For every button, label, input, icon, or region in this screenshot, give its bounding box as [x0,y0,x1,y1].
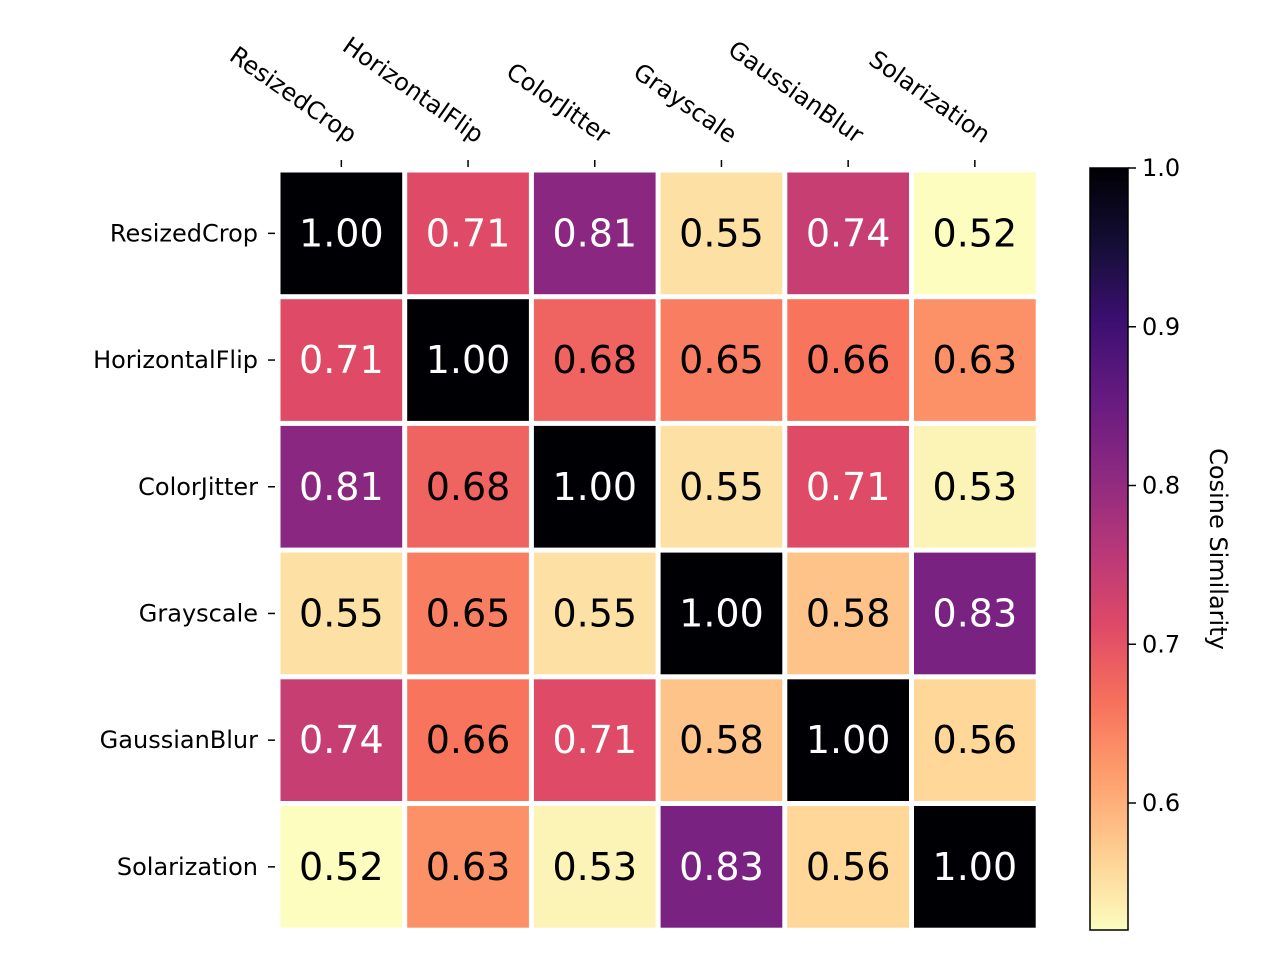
heatmap-cell-r5-c4 [787,806,909,928]
heatmap-cell-r3-c4 [787,552,909,675]
cell-value-r5-c3: 0.83 [679,845,764,889]
heatmap-cell-r4-c5 [914,679,1036,801]
heatmap-cells [280,172,1036,928]
heatmap-cell-r1-c4 [787,299,909,421]
heatmap-cell-r0-c2 [533,172,656,295]
cell-value-r0-c4: 0.74 [806,211,891,255]
heatmap-cell-r1-c2 [533,299,656,421]
heatmap-cell-r4-c1 [407,679,529,801]
cell-value-r2-c3: 0.55 [679,465,764,509]
colorbar-tick-label-3: 0.9 [1142,313,1180,341]
cell-value-r0-c3: 0.55 [679,211,764,255]
heatmap-cell-r2-c4 [787,425,909,548]
heatmap-cell-r4-c0 [280,679,403,801]
colorbar-gradient [1089,167,1129,931]
cell-value-r4-c5: 0.56 [933,718,1018,762]
heatmap-cell-r2-c3 [660,425,783,548]
cell-value-r2-c2: 1.00 [552,465,637,509]
heatmap-cell-r2-c0 [280,425,403,548]
heatmap-cell-r5-c5 [914,806,1036,928]
heatmap-cell-r0-c4 [787,172,909,295]
heatmap-cell-r1-c5 [914,299,1036,421]
cell-value-r1-c5: 0.63 [933,338,1018,382]
cell-value-r1-c3: 0.65 [679,338,764,382]
cell-value-r2-c5: 0.53 [933,465,1018,509]
colorbar-label: Cosine Similarity [1204,448,1232,650]
cell-value-r3-c5: 0.83 [933,591,1018,635]
heatmap-cell-r2-c5 [914,425,1036,548]
heatmap-cell-r5-c1 [407,806,529,928]
cell-value-r3-c3: 1.00 [679,591,764,635]
cell-value-r3-c1: 0.65 [426,591,511,635]
cell-value-r5-c4: 0.56 [806,845,891,889]
colorbar-tick-label-2: 0.8 [1142,472,1180,500]
y-tick-label-5: Solarization [117,853,258,881]
x-tick-label-4: GaussianBlur [723,35,869,149]
y-tick-label-3: Grayscale [139,599,258,627]
cell-value-r2-c1: 0.68 [426,465,511,509]
cell-value-r2-c4: 0.71 [806,465,891,509]
cell-value-r4-c2: 0.71 [552,718,637,762]
heatmap-cell-r0-c0 [280,172,403,295]
heatmap-cell-r3-c0 [280,552,403,675]
cell-value-r4-c4: 1.00 [806,718,891,762]
x-tick-label-0: ResizedCrop [225,41,362,149]
cell-value-r3-c0: 0.55 [299,591,384,635]
cell-value-r5-c1: 0.63 [426,845,511,889]
heatmap-cell-r0-c3 [660,172,783,295]
cell-value-r0-c0: 1.00 [299,211,384,255]
cell-value-r0-c2: 0.81 [552,211,637,255]
cell-value-r4-c3: 0.58 [679,718,764,762]
cell-value-r5-c2: 0.53 [552,845,637,889]
y-axis: ResizedCrop HorizontalFlip ColorJitter Gray… [93,219,275,881]
cell-value-r4-c1: 0.66 [426,718,511,762]
heatmap-cell-labels: 1.00 0.71 0.81 0.55 0.74 0.52 0.71 1.00 0.68 0.65… [299,211,1018,889]
y-tick-label-1: HorizontalFlip [93,346,258,374]
cell-value-r5-c0: 0.52 [299,845,384,889]
heatmap-cell-r5-c2 [533,806,656,928]
x-tick-label-2: ColorJitter [501,57,615,149]
heatmap-cell-r4-c4 [787,679,909,801]
cell-value-r3-c2: 0.55 [552,591,637,635]
heatmap-cell-r5-c3 [660,806,783,928]
cell-value-r0-c5: 0.52 [933,211,1018,255]
heatmap-cell-r1-c0 [280,299,403,421]
heatmap-cell-r5-c0 [280,806,403,928]
heatmap-cell-r1-c3 [660,299,783,421]
heatmap-cell-r2-c1 [407,425,529,548]
cell-value-r1-c1: 1.00 [426,338,511,382]
cell-value-r3-c4: 0.58 [806,591,891,635]
heatmap-cell-r3-c2 [533,552,656,675]
heatmap-cell-r4-c2 [533,679,656,801]
x-tick-label-5: Solarization [864,45,996,149]
cell-value-r1-c0: 0.71 [299,338,384,382]
cell-value-r1-c4: 0.66 [806,338,891,382]
cell-value-r1-c2: 0.68 [552,338,637,382]
x-tick-label-3: Grayscale [628,58,742,149]
colorbar-tick-label-0: 0.6 [1142,789,1180,817]
y-tick-label-0: ResizedCrop [110,219,258,247]
heatmap-cell-r0-c1 [407,172,529,295]
y-tick-label-2: ColorJitter [138,473,258,501]
heatmap-cell-r4-c3 [660,679,783,801]
heatmap-cell-r0-c5 [914,172,1036,295]
heatmap-cell-r3-c1 [407,552,529,675]
x-tick-label-1: HorizontalFlip [338,31,489,149]
cell-value-r2-c0: 0.81 [299,465,384,509]
cell-value-r4-c0: 0.74 [299,718,384,762]
cell-value-r5-c5: 1.00 [933,845,1018,889]
cell-value-r0-c1: 0.71 [426,211,511,255]
heatmap-cell-r2-c2 [533,425,656,548]
y-tick-label-4: GaussianBlur [100,726,258,754]
colorbar-tick-label-4: 1.0 [1142,154,1180,182]
heatmap-cell-r3-c3 [660,552,783,675]
heatmap-cell-r3-c5 [914,552,1036,675]
heatmap-cell-r1-c1 [407,299,529,421]
colorbar: 0.6 0.7 0.8 0.9 1.0 Cosine Similarity [1089,154,1232,931]
colorbar-tick-label-1: 0.7 [1142,630,1180,658]
